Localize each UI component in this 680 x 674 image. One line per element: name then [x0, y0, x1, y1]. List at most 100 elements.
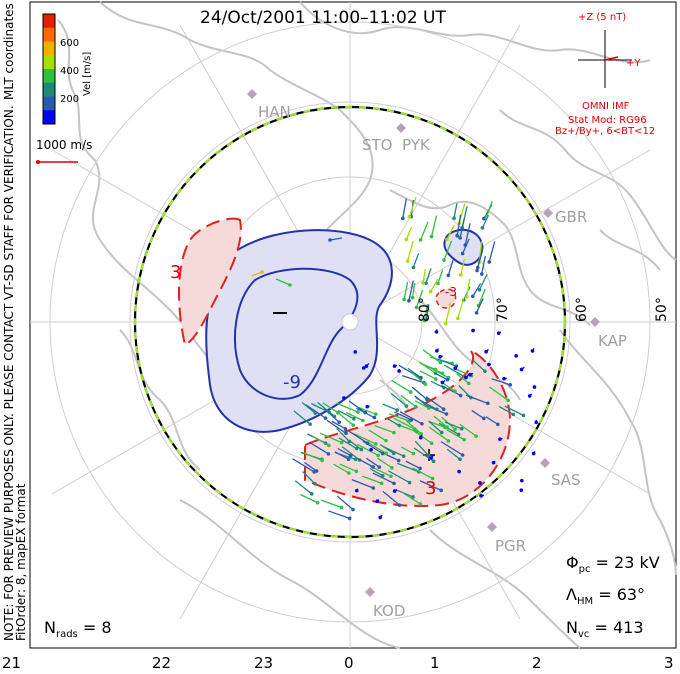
- velocity-vector: [422, 268, 426, 284]
- colorbar-segment: [43, 110, 55, 125]
- vector-origin: [431, 459, 436, 464]
- vector-origin: [288, 283, 292, 287]
- velocity-vector: [301, 402, 316, 414]
- vector-origin: [530, 349, 535, 353]
- velocity-vector: [414, 400, 430, 409]
- velocity-vector: [437, 269, 444, 284]
- vector-origin: [458, 393, 463, 398]
- vector-origin: [459, 272, 463, 277]
- velocity-vector: [308, 441, 329, 455]
- vector-origin: [356, 410, 360, 414]
- velocity-vector: [347, 430, 368, 444]
- velocity-vector: [489, 386, 509, 401]
- velocity-vector: [403, 493, 421, 505]
- lat-label-50: 50°: [654, 297, 670, 322]
- mlt-label-23: 23: [254, 654, 274, 672]
- map-title: 24/Oct/2001 11:00–11:02 UT: [200, 8, 446, 28]
- vector-origin: [337, 420, 341, 424]
- colorbar-tick-600: 600: [60, 38, 80, 49]
- vector-origin: [401, 454, 406, 459]
- velocity-vector: [302, 471, 316, 485]
- vector-origin: [506, 398, 510, 403]
- velocity-vector: [456, 373, 470, 384]
- vector-origin: [475, 268, 479, 273]
- velocity-vector: [471, 409, 485, 419]
- colorbar-segment: [43, 27, 55, 42]
- velocity-vector: [337, 409, 355, 420]
- vector-origin: [376, 453, 380, 458]
- velocity-vector: [329, 237, 343, 241]
- vector-origin: [347, 471, 351, 475]
- station-gbr: GBR: [555, 208, 588, 226]
- vector-origin: [475, 265, 480, 270]
- velocity-vector: [358, 407, 377, 415]
- velocity-vector: [412, 372, 426, 385]
- contour-label-small: -3: [445, 285, 457, 299]
- velocity-vector: [440, 384, 461, 397]
- velocity-vector: [412, 253, 420, 268]
- vector-origin: [339, 440, 344, 445]
- vector-origin: [421, 281, 425, 285]
- velocity-vector: [372, 472, 395, 484]
- velocity-vector: [368, 429, 387, 442]
- vector-origin: [521, 413, 526, 418]
- velocity-vector: [446, 429, 465, 441]
- vector-origin: [361, 366, 366, 370]
- hm-subscript: HM: [576, 596, 594, 607]
- vector-origin: [392, 364, 397, 368]
- vector-origin: [411, 265, 416, 270]
- vector-origin: [418, 435, 423, 440]
- cpcp-value: = 23 kV: [595, 553, 660, 572]
- velocity-vector: [334, 451, 349, 460]
- vector-origin: [392, 430, 396, 435]
- vector-origin: [435, 407, 439, 412]
- vector-origin: [395, 408, 400, 412]
- vector-origin: [430, 476, 435, 481]
- vector-origin: [323, 416, 328, 420]
- velocity-vector: [430, 278, 439, 292]
- vector-origin: [420, 421, 424, 426]
- vector-origin: [479, 272, 484, 276]
- velocity-vector: [400, 394, 417, 408]
- velocity-vector: [462, 238, 470, 254]
- colorbar-segment: [43, 14, 55, 29]
- vector-origin: [464, 375, 468, 380]
- nvc-value: = 413: [594, 618, 644, 637]
- velocity-vector: [406, 240, 414, 262]
- lat-label-70: 70°: [495, 297, 511, 322]
- colorbar-frame: [42, 13, 56, 125]
- vector-origin: [326, 452, 331, 456]
- velocity-vector: [465, 394, 489, 404]
- vector-origin: [532, 385, 537, 389]
- velocity-vector: [477, 246, 484, 268]
- velocity-vector: [430, 215, 438, 237]
- velocity-vector: [348, 439, 362, 450]
- velocity-vector: [428, 420, 446, 429]
- vector-origin: [407, 214, 412, 219]
- vector-origin: [423, 382, 428, 386]
- vector-origin: [380, 473, 385, 478]
- vector-origin: [389, 474, 393, 479]
- velocity-vector: [353, 433, 377, 445]
- colorbar-segment: [43, 55, 55, 70]
- vector-origin: [346, 457, 351, 462]
- colorbar-tick-200: 200: [60, 94, 80, 105]
- velocity-vector: [399, 411, 423, 425]
- vector-origin: [352, 417, 356, 421]
- velocity-vector: [411, 386, 428, 401]
- colorbar-segment: [43, 69, 55, 84]
- velocity-vector: [336, 427, 350, 442]
- velocity-vector: [396, 462, 420, 473]
- velocity-vector: [331, 420, 346, 430]
- velocity-vector: [338, 437, 357, 450]
- vector-origin: [401, 216, 405, 221]
- vector-origin: [462, 437, 466, 442]
- velocity-vector: [478, 273, 488, 291]
- velocity-vector: [472, 283, 482, 297]
- velocity-vector: [427, 365, 443, 374]
- vector-origin: [344, 431, 348, 436]
- velocity-vector: [407, 367, 422, 379]
- vector-origin: [446, 439, 451, 443]
- vector-origin: [468, 372, 472, 377]
- vector-origin: [363, 410, 368, 415]
